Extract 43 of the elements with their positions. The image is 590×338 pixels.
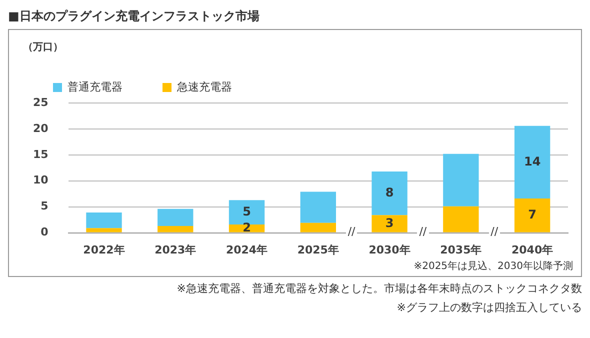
x-tick-label: 2022年 [83, 243, 125, 256]
annotation: // [488, 224, 500, 239]
bar [86, 212, 122, 228]
data-label: 7 [528, 208, 536, 222]
bar [86, 228, 122, 232]
text: ※急速充電器、普通充電器を対象とした。市場は各年末時点のストックコネクタ数 [176, 281, 582, 296]
data-label: 14 [524, 154, 541, 168]
x-tick-label: 2025年 [297, 243, 339, 256]
y-tick-label: 0 [40, 226, 49, 239]
y-axis-title: （万口） [23, 41, 63, 54]
chart-title: ■日本のプラグイン充電インフラストック市場 [8, 8, 260, 25]
text: ※2025年は見込、2030年以降予測 [414, 260, 573, 273]
bar [158, 208, 194, 226]
bar [514, 126, 550, 199]
data-label: 5 [242, 204, 251, 218]
y-tick-label: 25 [32, 96, 48, 109]
y-tick-label: 10 [32, 174, 49, 187]
text: ※グラフ上の数字は四捨五入している [396, 300, 582, 315]
legend-label: 急速充電器 [176, 80, 232, 94]
x-tick-label: 2040年 [511, 243, 554, 256]
bar [372, 172, 408, 216]
bar [300, 192, 336, 223]
x-tick-label: 2030年 [368, 243, 410, 256]
bar [514, 198, 550, 232]
bar [158, 226, 194, 232]
bar [300, 222, 336, 232]
data-label: 8 [385, 185, 394, 200]
bar [443, 154, 479, 206]
bar [372, 215, 408, 232]
x-tick-label: 2024年 [226, 243, 268, 256]
bar [443, 206, 479, 232]
bar [228, 200, 265, 224]
bar [228, 224, 265, 232]
data-label: 3 [385, 216, 394, 230]
x-tick-label: 2023年 [154, 243, 196, 256]
y-tick-label: 5 [40, 200, 48, 213]
data-label: 2 [242, 220, 251, 235]
annotation: // [417, 224, 429, 239]
legend-label: 普通充電器 [68, 80, 122, 94]
y-tick-label: 15 [32, 148, 48, 161]
x-tick-label: 2035年 [440, 243, 482, 256]
y-tick-label: 20 [32, 122, 49, 135]
annotation: // [346, 224, 358, 239]
